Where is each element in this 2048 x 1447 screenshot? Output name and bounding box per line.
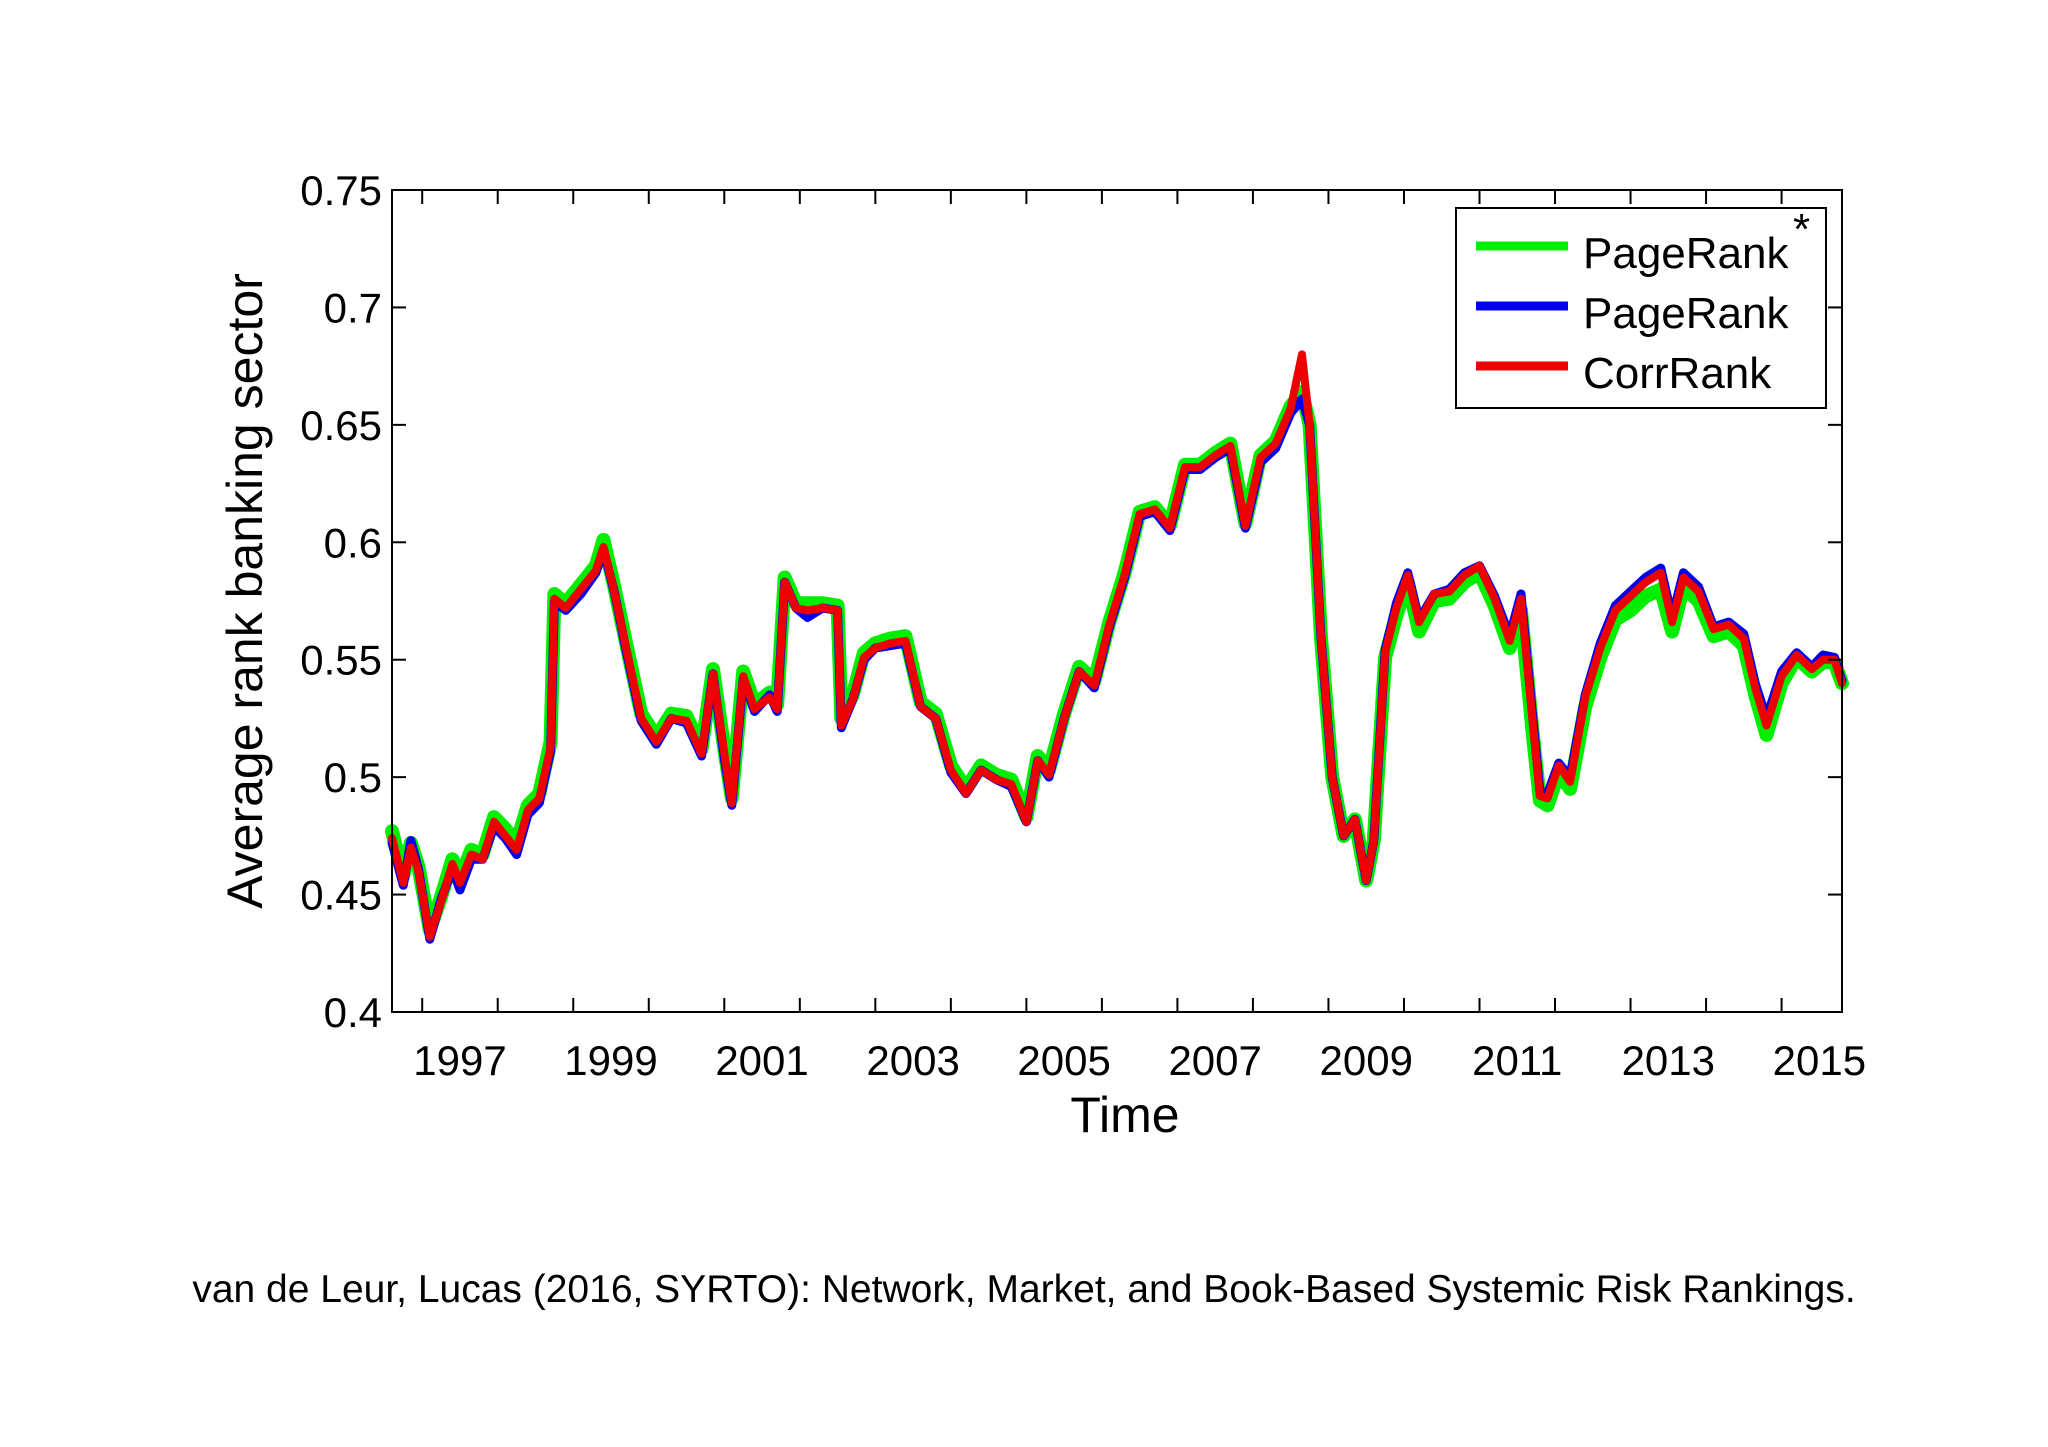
tick-labels: 0.4 0.45 0.5 0.55 0.6 0.65 0.7 0.75 1997 1999 2001… [300,167,1866,1084]
legend-superscript: * [1793,205,1810,254]
x-tick-label: 1999 [564,1037,657,1084]
ticks-layer [392,189,1842,1013]
x-axis-title: Time [1070,1087,1179,1143]
y-tick-label: 0.65 [300,402,382,449]
y-tick-label: 0.5 [324,754,382,801]
x-tick-label: 2001 [715,1037,808,1084]
citation-caption: van de Leur, Lucas (2016, SYRTO): Networ… [192,1268,1856,1311]
x-tick-label: 2003 [866,1037,959,1084]
legend-label: PageRank [1583,229,1789,278]
legend: PageRank *PageRank CorrRank [1455,205,1827,409]
x-tick-label: 2015 [1773,1037,1866,1084]
y-tick-label: 0.75 [300,167,382,214]
y-tick-label: 0.55 [300,637,382,684]
x-tick-label: 2011 [1472,1037,1562,1084]
x-tick-label: 2007 [1168,1037,1261,1084]
y-tick-label: 0.6 [324,519,382,566]
series-line-3 [388,350,1846,941]
legend-label: CorrRank [1583,349,1772,398]
y-tick-label: 0.45 [300,872,382,919]
series-line-1 [385,385,1849,937]
x-tick-label: 2013 [1622,1037,1715,1084]
x-tick-label: 2005 [1017,1037,1110,1084]
plot-frame [391,189,1843,1013]
series-line-2 [387,394,1847,944]
x-tick-label: 2009 [1320,1037,1413,1084]
y-axis-title: Average rank banking sector [217,273,273,909]
x-tick-label: 1997 [413,1037,506,1084]
y-tick-label: 0.4 [324,989,382,1036]
series-layer [385,350,1849,944]
y-tick-label: 0.7 [324,284,382,331]
legend-label: PageRank [1583,289,1789,338]
